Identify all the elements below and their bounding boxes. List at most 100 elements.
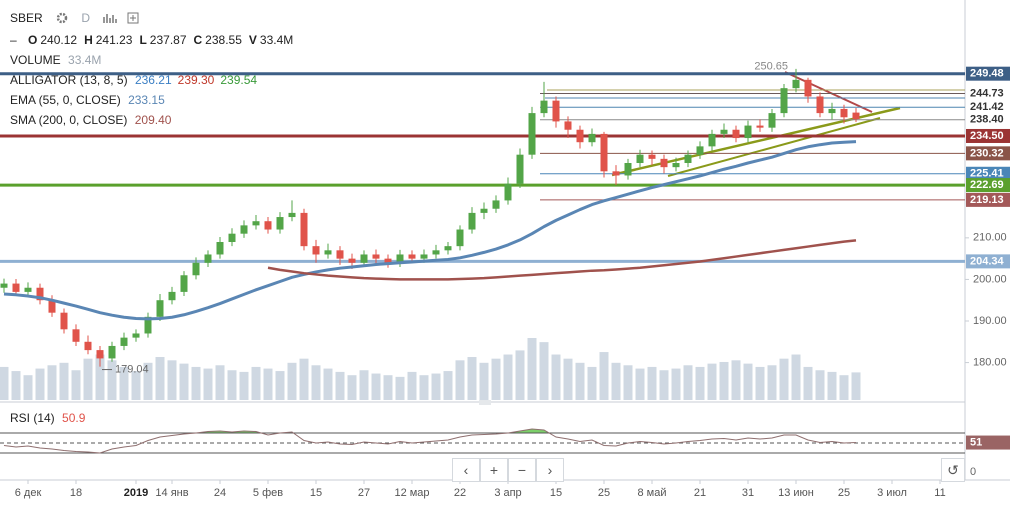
- reset-button[interactable]: ↺: [941, 458, 965, 482]
- volume-bar: [731, 360, 741, 400]
- volume-bar: [215, 365, 225, 400]
- level-label: 244.73: [970, 87, 1004, 99]
- y-tick-label: 200.00: [973, 273, 1007, 285]
- volume-bar: [239, 371, 249, 400]
- x-tick-label: 11: [934, 487, 945, 499]
- x-tick-label: 25: [838, 487, 850, 499]
- volume-bar: [155, 357, 165, 400]
- legend-name: EMA (55, 0, CLOSE): [10, 93, 121, 107]
- x-tick-label: 24: [214, 487, 226, 499]
- compare-icon[interactable]: [127, 12, 139, 24]
- level-label-bg: [966, 86, 1010, 101]
- bars-icon[interactable]: [103, 12, 118, 24]
- candle-body: [96, 350, 104, 359]
- x-tick-label: 21: [694, 487, 706, 499]
- volume-bar: [443, 371, 453, 400]
- high-annotation: 250.65: [754, 61, 788, 73]
- volume-bar: [131, 371, 141, 400]
- level-label: 204.34: [970, 255, 1005, 267]
- x-tick-label: 25: [598, 487, 610, 499]
- rsi-legend: RSI (14) 50.9: [10, 411, 85, 425]
- candle-body: [372, 254, 380, 259]
- candle-body: [312, 246, 320, 255]
- legend-value: 238.55: [205, 33, 242, 47]
- y-tick-label: 180.00: [973, 356, 1007, 368]
- candle-body: [492, 200, 500, 209]
- settings-icon[interactable]: [56, 12, 68, 24]
- volume-bar: [599, 352, 609, 400]
- zoom-in-button[interactable]: +: [480, 458, 508, 482]
- legend-value: 233.15: [128, 93, 165, 107]
- scroll-left-button[interactable]: ‹: [452, 458, 480, 482]
- candle-body: [720, 129, 728, 134]
- candle-body: [588, 133, 596, 143]
- volume-bar: [755, 366, 765, 400]
- zoom-out-button[interactable]: −: [508, 458, 536, 482]
- legend-value: 33.4M: [68, 53, 102, 67]
- volume-bar: [119, 366, 129, 400]
- volume-bar: [563, 358, 573, 400]
- volume-bar: [59, 362, 69, 400]
- volume-bar: [311, 365, 321, 400]
- x-tick-label: 12 мар: [394, 487, 429, 499]
- volume-bar: [671, 368, 681, 400]
- level-label-bg: [966, 146, 1010, 161]
- ohlc-legend: – O 240.12 H 241.23 L 237.87 C 238.55 V 33.4M: [10, 33, 300, 47]
- candle-body: [216, 242, 224, 255]
- volume-bar: [263, 368, 273, 400]
- y-tick-label: 190.00: [973, 315, 1007, 327]
- level-label-bg: [966, 112, 1010, 127]
- volume-bar: [23, 375, 33, 400]
- symbol[interactable]: SBER: [10, 11, 43, 25]
- volume-bar: [503, 354, 513, 400]
- level-label-bg: [966, 178, 1010, 193]
- volume-bar: [683, 365, 693, 400]
- level-label-bg: [966, 66, 1010, 81]
- candle-body: [804, 79, 812, 97]
- volume-bar: [383, 375, 393, 400]
- toolbar: SBER D: [10, 10, 139, 25]
- scroll-right-button[interactable]: ›: [536, 458, 564, 482]
- collapse-icon[interactable]: –: [10, 33, 17, 47]
- level-label: 238.40: [970, 114, 1004, 126]
- interval[interactable]: D: [81, 11, 91, 25]
- candle-body: [756, 125, 764, 128]
- legend-key: H: [84, 33, 93, 47]
- volume-bar: [359, 370, 369, 400]
- candle-body: [840, 108, 848, 118]
- volume-bar: [95, 354, 105, 400]
- candle-body: [144, 316, 152, 334]
- candle-body: [696, 146, 704, 155]
- legend-name: SMA (200, 0, CLOSE): [10, 113, 128, 127]
- x-tick-label: 31: [742, 487, 754, 499]
- indicator-line: [267, 239, 857, 281]
- volume-bar: [767, 365, 777, 400]
- volume-bar: [323, 368, 333, 400]
- candle-body: [36, 287, 44, 301]
- candle-body: [108, 345, 116, 359]
- candle-body: [204, 254, 212, 263]
- level-label-bg: [966, 128, 1010, 143]
- candle-body: [708, 133, 716, 147]
- candle-body: [228, 233, 236, 242]
- x-tick-label: 8 май: [638, 487, 667, 499]
- pane-resize-handle[interactable]: [479, 400, 491, 405]
- candle-body: [732, 129, 740, 139]
- candle-body: [360, 254, 368, 263]
- level-label-bg: [966, 100, 1010, 115]
- x-tick-label: 15: [550, 487, 562, 499]
- volume-bar: [743, 363, 753, 400]
- volume-bar: [515, 350, 525, 400]
- volume-bar: [647, 366, 657, 400]
- volume-bar: [395, 376, 405, 400]
- legend-value: 239.30: [177, 73, 215, 87]
- candle-body: [468, 212, 476, 230]
- volume-bar: [11, 371, 21, 400]
- legend-value: 33.4M: [259, 33, 294, 47]
- level-label: 241.42: [970, 101, 1004, 113]
- volume-bar: [851, 372, 861, 400]
- volume-bar: [659, 370, 669, 400]
- candle-body: [828, 108, 836, 114]
- sma-legend: SMA (200, 0, CLOSE) 209.40: [10, 113, 171, 127]
